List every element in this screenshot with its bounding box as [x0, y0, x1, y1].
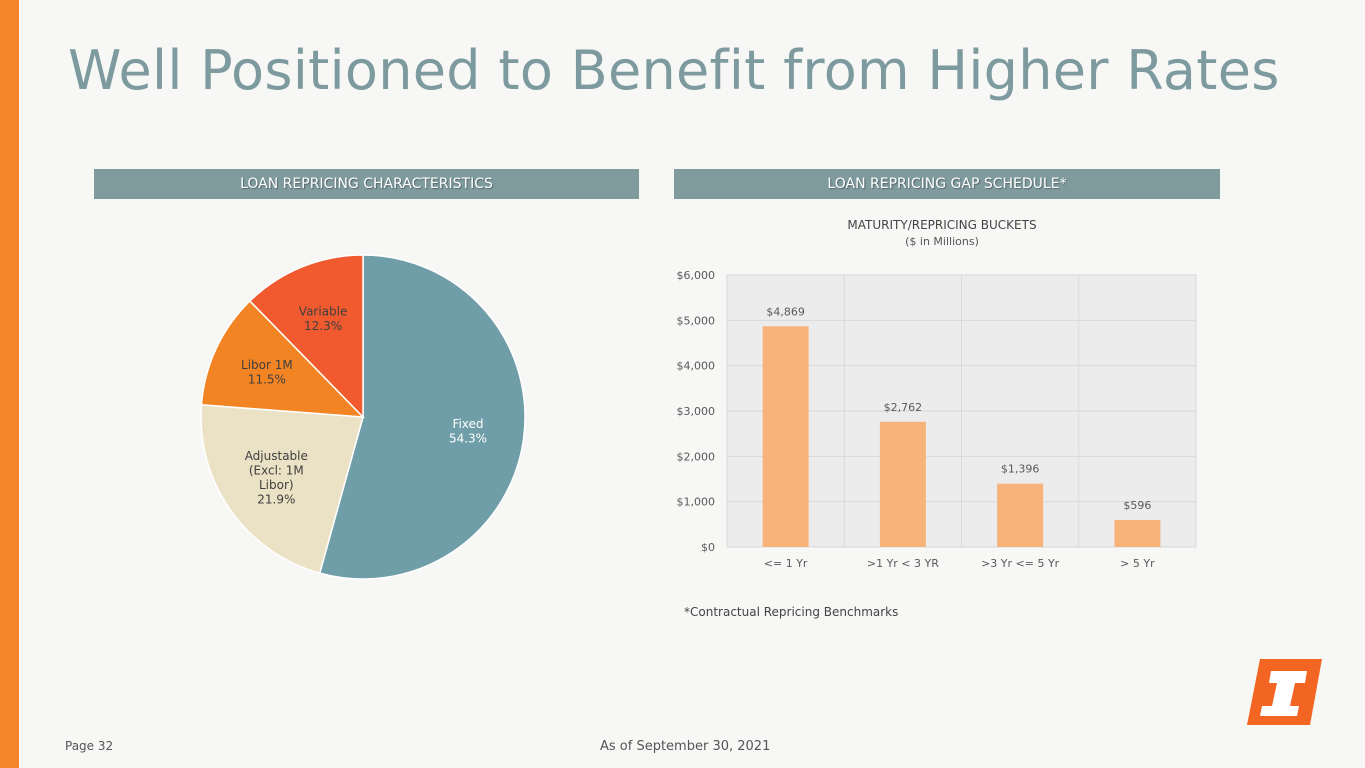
pie-label-fixed: Fixed 54.3%: [449, 417, 487, 446]
x-tick-label: >1 Yr < 3 YR: [867, 557, 939, 570]
x-axis-ticks: <= 1 Yr >1 Yr < 3 YR >3 Yr <= 5 Yr > 5 Yr: [764, 557, 1155, 570]
accent-bar: [0, 0, 19, 768]
pie-slice-adjustable: [200, 403, 364, 575]
pie-slice-fixed: [318, 254, 526, 580]
pie-label-adjustable: Adjustable (Excl: 1M Libor) 21.9%: [245, 449, 308, 507]
page-number: Page 32: [65, 739, 114, 753]
pie-slice-libor-1m: [200, 299, 365, 418]
bar-value-label: $4,869: [766, 305, 805, 318]
bar: [879, 421, 926, 547]
x-tick-label: > 5 Yr: [1120, 557, 1155, 570]
footnote: *Contractual Repricing Benchmarks: [684, 605, 899, 619]
y-tick-label: $6,000: [677, 269, 716, 282]
bar-chart: MATURITY/REPRICING BUCKETS ($ in Million…: [677, 218, 1197, 570]
bar-value-label: $1,396: [1001, 463, 1040, 476]
company-logo-icon: [1247, 659, 1322, 725]
pie-label-variable: Variable 12.3%: [299, 305, 348, 334]
y-tick-label: $3,000: [677, 405, 716, 418]
pie-label-libor-1m: Libor 1M 11.5%: [241, 358, 293, 387]
x-tick-label: >3 Yr <= 5 Yr: [981, 557, 1060, 570]
bar-value-label: $596: [1123, 499, 1151, 512]
data-labels: $4,869 $2,762 $1,396 $596: [766, 305, 1151, 512]
y-tick-label: $1,000: [677, 496, 716, 509]
page-title: Well Positioned to Benefit from Higher R…: [68, 39, 1280, 102]
as-of-date: As of September 30, 2021: [600, 739, 771, 754]
bar-chart-title: MATURITY/REPRICING BUCKETS: [847, 218, 1036, 232]
bar-chart-subtitle: ($ in Millions): [905, 235, 979, 248]
bar: [997, 483, 1044, 547]
y-axis-ticks: $0 $1,000 $2,000 $3,000 $4,000 $5,000 $6,000: [677, 269, 716, 554]
section-header-loan-repricing-characteristics: LOAN REPRICING CHARACTERISTICS: [94, 169, 639, 199]
bar: [1114, 519, 1161, 547]
y-tick-label: $2,000: [677, 450, 716, 463]
x-tick-label: <= 1 Yr: [764, 557, 808, 570]
y-tick-label: $0: [701, 541, 715, 554]
pie-chart: Fixed 54.3% Adjustable (Excl: 1M Libor) 21.9%…: [200, 254, 526, 580]
y-tick-label: $4,000: [677, 360, 716, 373]
bar: [762, 326, 809, 547]
section-header-loan-repricing-gap-schedule: LOAN REPRICING GAP SCHEDULE*: [674, 169, 1220, 199]
y-tick-label: $5,000: [677, 314, 716, 327]
bar-value-label: $2,762: [884, 401, 923, 414]
bars: [762, 326, 1161, 547]
pie-slice-variable: [248, 254, 364, 419]
